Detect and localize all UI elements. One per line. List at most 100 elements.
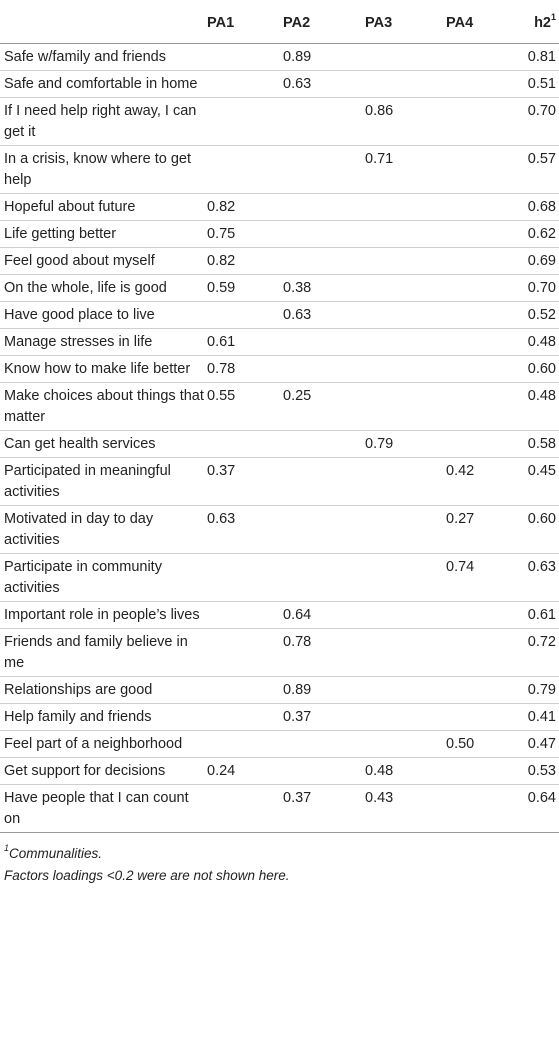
table-row: If I need help right away, I can get it 0… [0,97,559,146]
cell-h2: 0.62 [524,220,559,248]
cell-h2: 0.58 [524,430,559,458]
cell-h2: 0.48 [524,382,559,431]
row-label: Participated in meaningful activities [0,457,207,506]
table-row: Relationships are good 0.89 0.79 [0,676,559,704]
header-pa1: PA1 [207,0,283,44]
cell-pa3 [365,70,446,98]
cell-h2: 0.57 [524,145,559,194]
cell-pa3 [365,274,446,302]
cell-pa4 [446,97,524,146]
cell-pa2: 0.78 [283,628,365,677]
cell-pa2: 0.64 [283,601,365,629]
table-row: Participate in community activities 0.74 0… [0,553,559,602]
table-row: Manage stresses in life 0.61 0.48 [0,328,559,356]
cell-pa2 [283,757,365,785]
footnote-2: Factors loadings <0.2 were are not shown… [4,868,290,883]
row-label: Get support for decisions [0,757,207,785]
table-row: Help family and friends 0.37 0.41 [0,703,559,731]
cell-pa1: 0.24 [207,757,283,785]
table-row: Friends and family believe in me 0.78 0.72 [0,628,559,677]
row-label: Life getting better [0,220,207,248]
header-row: PA1 PA2 PA3 PA4 h21 [0,0,559,44]
row-label: Participate in community activities [0,553,207,602]
cell-pa2: 0.63 [283,301,365,329]
row-label: Make choices about things that matter [0,382,207,431]
cell-pa4: 0.42 [446,457,524,506]
cell-pa2 [283,328,365,356]
table-row: Important role in people’s lives 0.64 0.61 [0,601,559,629]
cell-h2: 0.70 [524,274,559,302]
cell-pa1 [207,730,283,758]
cell-pa2 [283,553,365,602]
cell-pa4 [446,43,524,71]
cell-pa3: 0.86 [365,97,446,146]
cell-pa4 [446,193,524,221]
table-row: Participated in meaningful activities 0.3… [0,457,559,506]
cell-pa4 [446,247,524,275]
table-row: Life getting better 0.75 0.62 [0,220,559,248]
row-label: Have good place to live [0,301,207,329]
cell-pa1 [207,676,283,704]
cell-h2: 0.51 [524,70,559,98]
cell-h2: 0.63 [524,553,559,602]
row-label: Safe and comfortable in home [0,70,207,98]
footnote-1-mark: 1 [4,843,10,853]
cell-pa4: 0.74 [446,553,524,602]
row-label: Have people that I can count on [0,784,207,833]
table-row: Know how to make life better 0.78 0.60 [0,355,559,383]
header-item [0,0,207,44]
cell-pa1 [207,97,283,146]
cell-h2: 0.69 [524,247,559,275]
row-label: Motivated in day to day activities [0,505,207,554]
cell-pa1 [207,703,283,731]
cell-pa2: 0.25 [283,382,365,431]
row-label: Important role in people’s lives [0,601,207,629]
cell-pa3 [365,355,446,383]
table-row: Make choices about things that matter 0.5… [0,382,559,431]
row-label: If I need help right away, I can get it [0,97,207,146]
cell-pa4 [446,757,524,785]
table-row: Hopeful about future 0.82 0.68 [0,193,559,221]
cell-pa3 [365,676,446,704]
cell-pa4 [446,676,524,704]
cell-pa2 [283,457,365,506]
cell-h2: 0.79 [524,676,559,704]
table-row: Feel good about myself 0.82 0.69 [0,247,559,275]
cell-pa3: 0.71 [365,145,446,194]
cell-pa2 [283,730,365,758]
header-h2-label: h2 [534,15,551,31]
cell-h2: 0.48 [524,328,559,356]
footnote-1-text: Communalities. [9,846,103,861]
cell-pa3 [365,382,446,431]
header-pa4: PA4 [446,0,524,44]
row-label: Manage stresses in life [0,328,207,356]
cell-pa3 [365,193,446,221]
table-body: Safe w/family and friends 0.89 0.81 Safe an… [0,43,559,833]
cell-pa2: 0.37 [283,784,365,833]
cell-pa3 [365,301,446,329]
cell-pa2 [283,145,365,194]
table-footnotes: 1Communalities. Factors loadings <0.2 we… [0,833,559,887]
table-row: Motivated in day to day activities 0.63 0.… [0,505,559,554]
cell-h2: 0.52 [524,301,559,329]
cell-pa1 [207,601,283,629]
cell-pa1: 0.78 [207,355,283,383]
cell-pa2 [283,247,365,275]
cell-pa1 [207,145,283,194]
row-label: Know how to make life better [0,355,207,383]
cell-h2: 0.53 [524,757,559,785]
cell-pa3: 0.43 [365,784,446,833]
cell-pa3 [365,43,446,71]
row-label: Relationships are good [0,676,207,704]
cell-pa3 [365,505,446,554]
cell-pa2 [283,220,365,248]
cell-pa1: 0.75 [207,220,283,248]
table-row: Feel part of a neighborhood 0.50 0.47 [0,730,559,758]
cell-pa3 [365,553,446,602]
cell-pa1: 0.82 [207,247,283,275]
cell-pa4 [446,328,524,356]
cell-pa3 [365,601,446,629]
cell-h2: 0.41 [524,703,559,731]
cell-h2: 0.60 [524,505,559,554]
cell-pa4 [446,703,524,731]
